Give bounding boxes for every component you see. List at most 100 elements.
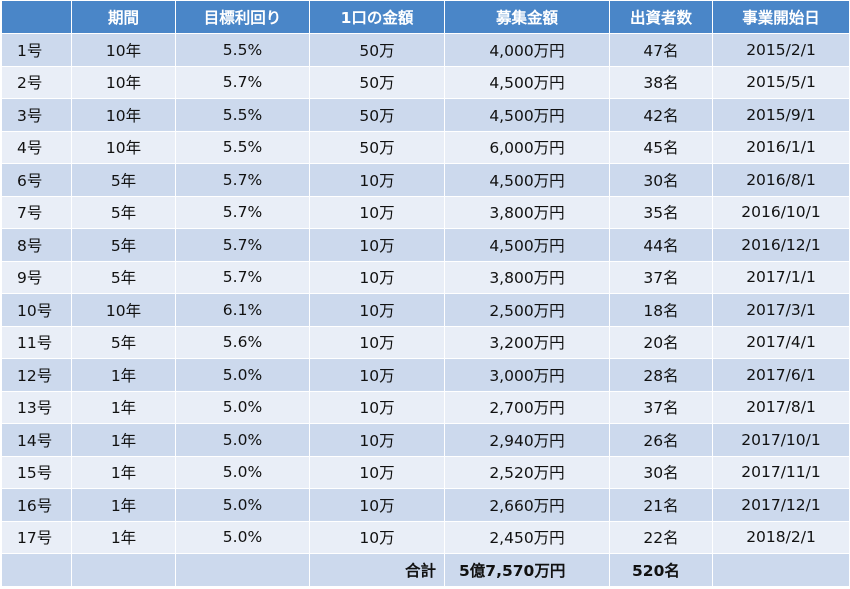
- period-cell: 1年: [71, 358, 176, 392]
- start-date-cell: 2016/1/1: [712, 130, 850, 164]
- header-row: 期間 目標利回り 1口の金額 募集金額 出資者数 事業開始日: [1, 0, 850, 34]
- investors-cell: 18名: [609, 293, 713, 327]
- target-yield-cell: 5.6%: [175, 325, 310, 359]
- raise-amount-cell: 4,500万円: [444, 65, 610, 99]
- target-yield-cell: 5.7%: [175, 65, 310, 99]
- fund-cell: 4号: [1, 130, 72, 164]
- target-yield-cell: 5.7%: [175, 163, 310, 197]
- investors-cell: 42名: [609, 98, 713, 132]
- start-date-cell: 2015/9/1: [712, 98, 850, 132]
- investors-cell: 22名: [609, 520, 713, 554]
- period-cell: 1年: [71, 390, 176, 424]
- investors-cell: 26名: [609, 423, 713, 457]
- raise-amount-cell: 2,500万円: [444, 293, 610, 327]
- raise-amount-cell: 4,500万円: [444, 228, 610, 262]
- start-date-cell: 2017/8/1: [712, 390, 850, 424]
- fund-cell: 9号: [1, 260, 72, 294]
- investors-cell: 47名: [609, 33, 713, 67]
- period-cell: 10年: [71, 293, 176, 327]
- table-row: 3号 10年 5.5% 50万 4,500万円 42名 2015/9/1: [1, 98, 850, 132]
- table-body: 1号 10年 5.5% 50万 4,000万円 47名 2015/2/1 2号 10年 5.7% 5…: [1, 33, 850, 554]
- unit-price-cell: 10万: [309, 488, 445, 522]
- period-cell: 10年: [71, 130, 176, 164]
- start-date-cell: 2018/2/1: [712, 520, 850, 554]
- unit-price-cell: 10万: [309, 520, 445, 554]
- target-yield-cell: 5.5%: [175, 130, 310, 164]
- fund-cell: 16号: [1, 488, 72, 522]
- table-row: 11号 5年 5.6% 10万 3,200万円 20名 2017/4/1: [1, 325, 850, 359]
- start-date-cell: 2017/12/1: [712, 488, 850, 522]
- fund-cell: 14号: [1, 423, 72, 457]
- investors-cell: 30名: [609, 455, 713, 489]
- investors-cell: 37名: [609, 390, 713, 424]
- investors-cell: 21名: [609, 488, 713, 522]
- total-empty-cell: [712, 553, 850, 587]
- unit-price-cell: 50万: [309, 98, 445, 132]
- raise-amount-cell: 3,800万円: [444, 195, 610, 229]
- target-yield-cell: 5.7%: [175, 228, 310, 262]
- target-yield-cell: 5.0%: [175, 423, 310, 457]
- raise-amount-cell: 3,800万円: [444, 260, 610, 294]
- table-row: 16号 1年 5.0% 10万 2,660万円 21名 2017/12/1: [1, 488, 850, 522]
- total-empty-cell: [1, 553, 72, 587]
- target-yield-cell: 5.0%: [175, 390, 310, 424]
- total-empty-cell: [71, 553, 176, 587]
- fund-cell: 17号: [1, 520, 72, 554]
- start-date-cell: 2017/11/1: [712, 455, 850, 489]
- period-cell: 1年: [71, 520, 176, 554]
- fund-cell: 8号: [1, 228, 72, 262]
- raise-amount-cell: 2,940万円: [444, 423, 610, 457]
- fund-cell: 12号: [1, 358, 72, 392]
- start-date-cell: 2017/3/1: [712, 293, 850, 327]
- unit-price-cell: 10万: [309, 325, 445, 359]
- table-row: 4号 10年 5.5% 50万 6,000万円 45名 2016/1/1: [1, 130, 850, 164]
- raise-amount-cell: 2,660万円: [444, 488, 610, 522]
- investors-cell: 45名: [609, 130, 713, 164]
- fund-cell: 3号: [1, 98, 72, 132]
- unit-price-cell: 10万: [309, 228, 445, 262]
- header-cell-target-yield: 目標利回り: [175, 0, 310, 34]
- header-cell-period: 期間: [71, 0, 176, 34]
- period-cell: 5年: [71, 163, 176, 197]
- unit-price-cell: 10万: [309, 423, 445, 457]
- table-row: 14号 1年 5.0% 10万 2,940万円 26名 2017/10/1: [1, 423, 850, 457]
- unit-price-cell: 10万: [309, 358, 445, 392]
- start-date-cell: 2015/2/1: [712, 33, 850, 67]
- table-row: 2号 10年 5.7% 50万 4,500万円 38名 2015/5/1: [1, 65, 850, 99]
- investors-cell: 35名: [609, 195, 713, 229]
- investors-cell: 28名: [609, 358, 713, 392]
- unit-price-cell: 10万: [309, 390, 445, 424]
- raise-amount-cell: 4,000万円: [444, 33, 610, 67]
- start-date-cell: 2016/8/1: [712, 163, 850, 197]
- start-date-cell: 2017/6/1: [712, 358, 850, 392]
- fund-cell: 13号: [1, 390, 72, 424]
- investors-cell: 30名: [609, 163, 713, 197]
- period-cell: 1年: [71, 488, 176, 522]
- fund-cell: 10号: [1, 293, 72, 327]
- target-yield-cell: 5.0%: [175, 358, 310, 392]
- target-yield-cell: 5.0%: [175, 488, 310, 522]
- fund-cell: 15号: [1, 455, 72, 489]
- fund-cell: 7号: [1, 195, 72, 229]
- target-yield-cell: 5.0%: [175, 455, 310, 489]
- unit-price-cell: 10万: [309, 163, 445, 197]
- header-cell-unit-price: 1口の金額: [309, 0, 445, 34]
- table-row: 13号 1年 5.0% 10万 2,700万円 37名 2017/8/1: [1, 390, 850, 424]
- period-cell: 10年: [71, 98, 176, 132]
- fund-cell: 1号: [1, 33, 72, 67]
- target-yield-cell: 5.5%: [175, 98, 310, 132]
- unit-price-cell: 50万: [309, 130, 445, 164]
- raise-amount-cell: 2,520万円: [444, 455, 610, 489]
- table-row: 7号 5年 5.7% 10万 3,800万円 35名 2016/10/1: [1, 195, 850, 229]
- fund-cell: 2号: [1, 65, 72, 99]
- header-cell-fund: [1, 0, 72, 34]
- total-investors: 520名: [609, 553, 713, 587]
- period-cell: 1年: [71, 455, 176, 489]
- raise-amount-cell: 3,000万円: [444, 358, 610, 392]
- table-row: 6号 5年 5.7% 10万 4,500万円 30名 2016/8/1: [1, 163, 850, 197]
- unit-price-cell: 10万: [309, 260, 445, 294]
- raise-amount-cell: 2,450万円: [444, 520, 610, 554]
- investors-cell: 20名: [609, 325, 713, 359]
- start-date-cell: 2015/5/1: [712, 65, 850, 99]
